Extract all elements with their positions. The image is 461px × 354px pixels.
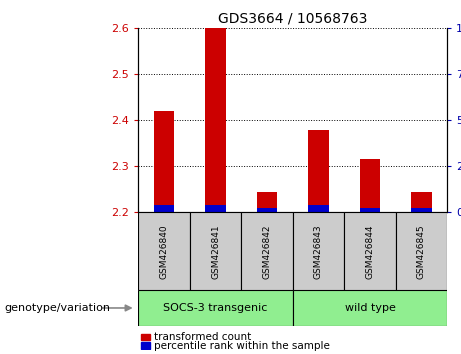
Bar bbox=[141, 334, 150, 340]
Bar bbox=[141, 343, 150, 349]
Text: GSM426842: GSM426842 bbox=[262, 224, 272, 279]
Text: genotype/variation: genotype/variation bbox=[5, 303, 111, 313]
Bar bbox=[308, 206, 329, 212]
Bar bbox=[396, 212, 447, 290]
Text: GSM426841: GSM426841 bbox=[211, 224, 220, 279]
Bar bbox=[257, 208, 278, 212]
Bar bbox=[360, 160, 380, 212]
Bar bbox=[154, 111, 174, 212]
Bar bbox=[293, 212, 344, 290]
Text: transformed count: transformed count bbox=[154, 332, 251, 342]
Bar bbox=[411, 208, 431, 212]
Title: GDS3664 / 10568763: GDS3664 / 10568763 bbox=[218, 12, 367, 26]
Bar bbox=[241, 212, 293, 290]
Bar bbox=[205, 28, 226, 212]
Bar bbox=[154, 206, 174, 212]
Bar bbox=[205, 206, 226, 212]
Bar bbox=[308, 130, 329, 212]
Bar bbox=[411, 192, 431, 212]
Text: GSM426840: GSM426840 bbox=[160, 224, 169, 279]
Bar bbox=[360, 208, 380, 212]
Bar bbox=[190, 212, 241, 290]
Bar bbox=[138, 290, 293, 326]
Bar bbox=[257, 192, 278, 212]
Text: GSM426843: GSM426843 bbox=[314, 224, 323, 279]
Bar bbox=[138, 212, 190, 290]
Text: percentile rank within the sample: percentile rank within the sample bbox=[154, 341, 330, 351]
Text: wild type: wild type bbox=[344, 303, 396, 313]
Text: SOCS-3 transgenic: SOCS-3 transgenic bbox=[163, 303, 268, 313]
Text: GSM426844: GSM426844 bbox=[366, 224, 374, 279]
Text: GSM426845: GSM426845 bbox=[417, 224, 426, 279]
Bar bbox=[344, 212, 396, 290]
Bar bbox=[293, 290, 447, 326]
